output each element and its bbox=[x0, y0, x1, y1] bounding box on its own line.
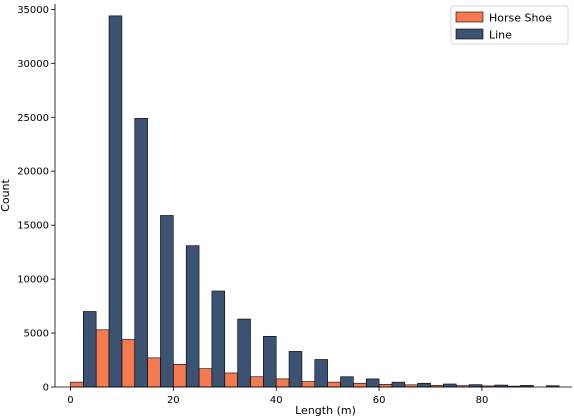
y-axis-label: Count bbox=[0, 178, 12, 211]
bar-horse-shoe bbox=[327, 381, 341, 388]
bar-line bbox=[391, 381, 406, 388]
y-tick-label: 15000 bbox=[17, 221, 49, 232]
bar-horse-shoe bbox=[353, 382, 367, 388]
bar-line bbox=[185, 245, 200, 388]
bar-line bbox=[211, 290, 226, 388]
legend-label-line: Line bbox=[489, 29, 512, 42]
y-tick-label: 25000 bbox=[17, 113, 49, 124]
bar-horse-shoe bbox=[250, 376, 264, 388]
bar-line bbox=[160, 215, 174, 388]
y-tick-label: 35000 bbox=[17, 5, 49, 16]
bar-horse-shoe bbox=[198, 368, 213, 388]
x-axis-label: Length (m) bbox=[295, 404, 356, 417]
x-tick-label: 80 bbox=[476, 395, 489, 406]
bars bbox=[70, 15, 560, 388]
bar-horse-shoe bbox=[275, 378, 290, 388]
legend-swatch-horse-shoe bbox=[455, 11, 484, 23]
bar-line bbox=[108, 15, 123, 388]
bar-line bbox=[340, 376, 354, 388]
bar-horse-shoe bbox=[121, 339, 136, 388]
legend-swatch-line bbox=[455, 28, 484, 40]
bar-horse-shoe bbox=[95, 329, 110, 388]
y-tick-label: 10000 bbox=[17, 275, 49, 286]
x-tick-label: 40 bbox=[270, 395, 283, 406]
bar-line bbox=[134, 118, 148, 388]
x-tick-label: 20 bbox=[167, 395, 180, 406]
x-axis-ticks: 0 20 40 60 80 bbox=[67, 387, 488, 406]
y-tick-label: 20000 bbox=[17, 167, 49, 178]
bar-horse-shoe bbox=[224, 372, 238, 388]
x-tick-label: 60 bbox=[373, 395, 386, 406]
y-tick-label: 0 bbox=[43, 383, 49, 394]
y-tick-label: 5000 bbox=[24, 329, 49, 340]
bar-horse-shoe bbox=[378, 384, 393, 388]
bar-horse-shoe bbox=[147, 357, 161, 388]
y-axis-ticks: 0 5000 10000 15000 20000 25000 30000 35000 bbox=[17, 5, 55, 394]
bar-line bbox=[365, 378, 380, 388]
bar-line bbox=[314, 359, 328, 388]
bar-line bbox=[263, 335, 277, 388]
bar-horse-shoe bbox=[301, 381, 316, 388]
legend-label-horse-shoe: Horse Shoe bbox=[489, 12, 552, 25]
bar-line bbox=[417, 382, 431, 388]
bar-line bbox=[443, 383, 457, 388]
legend: Horse Shoe Line bbox=[450, 5, 569, 45]
bar-horse-shoe bbox=[173, 364, 187, 388]
bar-line bbox=[82, 311, 97, 388]
x-tick-label: 0 bbox=[67, 395, 73, 406]
bar-line bbox=[288, 351, 303, 388]
bar-horse-shoe bbox=[70, 381, 84, 388]
y-tick-label: 30000 bbox=[17, 59, 49, 70]
bar-line bbox=[237, 318, 251, 388]
